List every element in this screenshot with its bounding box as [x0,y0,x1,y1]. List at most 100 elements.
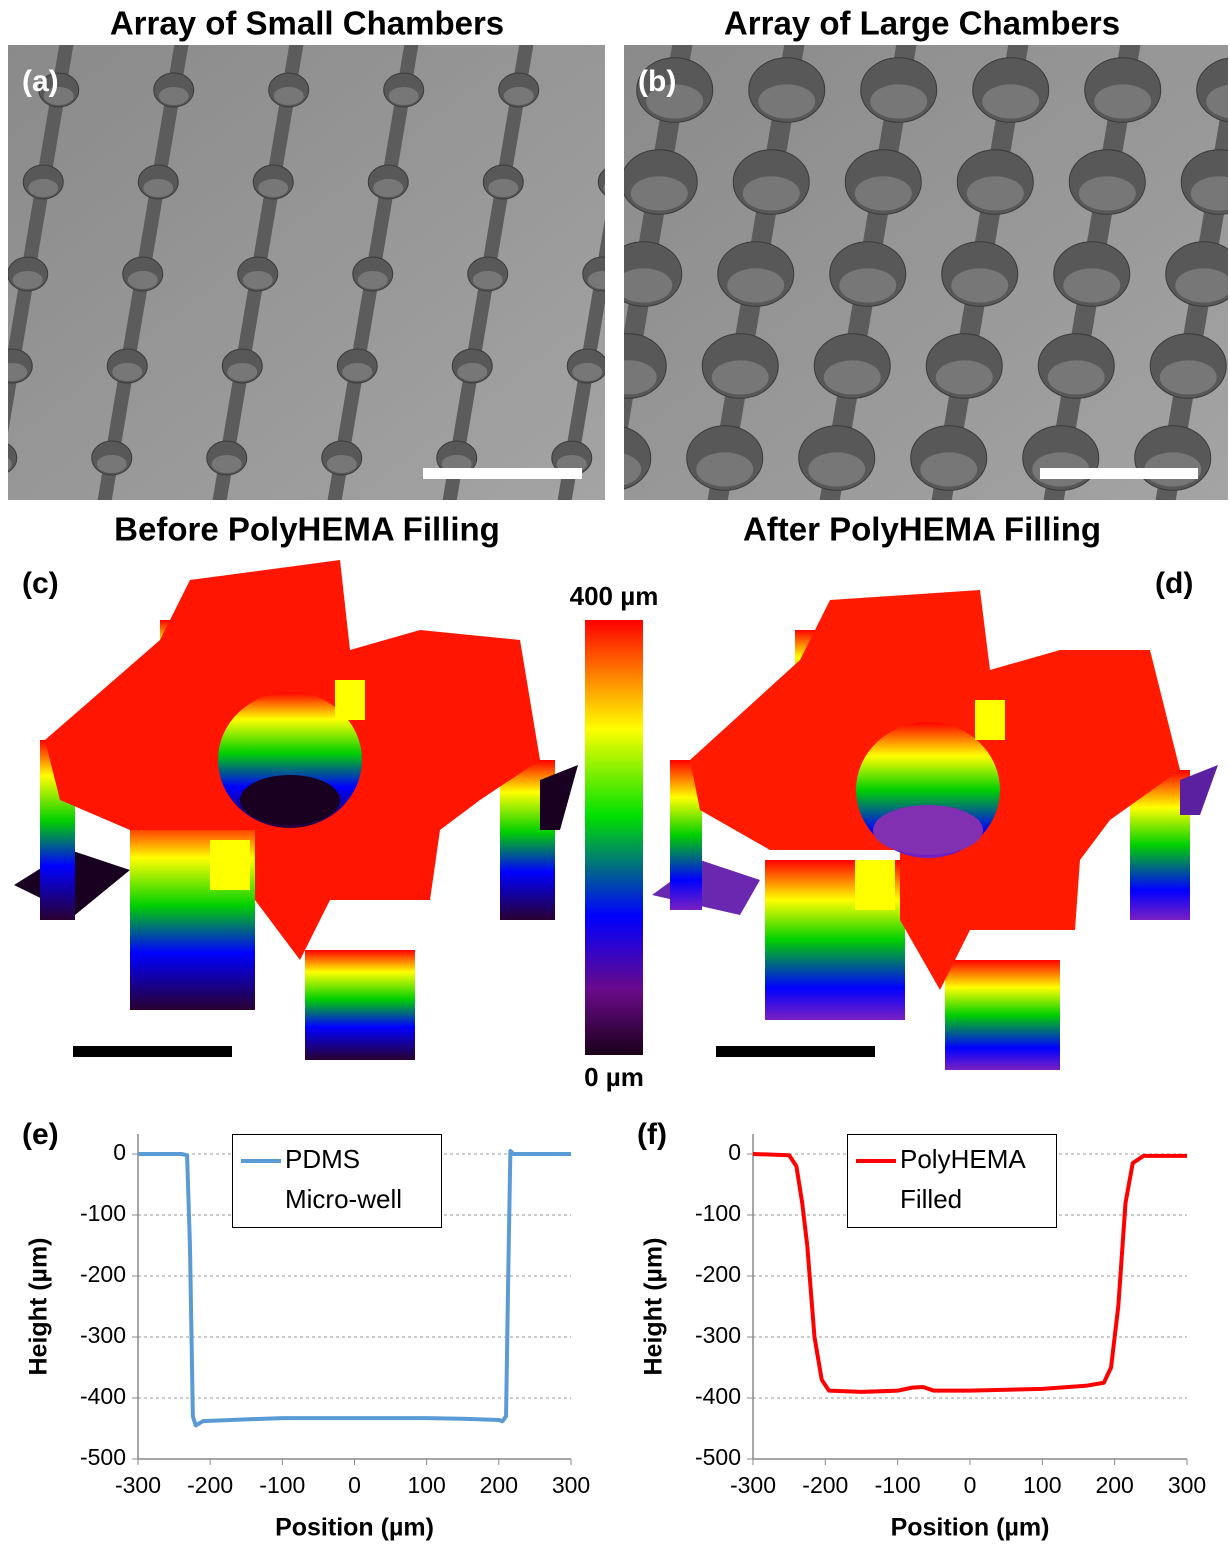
chamber-floor [743,176,800,210]
colorbar-label: 0 µm [584,1062,644,1092]
colorbar [585,620,643,1055]
panel-label: (f) [637,1118,667,1151]
chamber-floor [1063,268,1120,302]
chamber-floor [600,360,657,394]
y-tick-label: -500 [80,1444,126,1470]
chamber-floor [982,84,1039,118]
x-tick-label: -100 [875,1472,921,1498]
chamber-floor [1160,360,1217,394]
scale-bar [716,1046,875,1057]
chamber-floor [327,455,357,473]
chamber-floor [159,87,189,105]
chamber-floor [1175,268,1230,302]
chamber-floor [870,84,927,118]
figure: Array of Small Chambers Array of Large C… [0,0,1230,1547]
panel-title: Array of Large Chambers [724,5,1120,42]
x-tick-label: 200 [480,1472,518,1498]
legend: PDMS Micro-well [232,1134,442,1228]
chamber-floor [227,363,257,381]
panel-title: Array of Small Chambers [110,5,504,42]
chamber-floor [342,363,372,381]
chamber-floor [696,452,753,486]
chamber-floor [358,271,388,289]
legend-swatch [856,1159,896,1163]
x-tick-label: -300 [115,1472,161,1498]
chamber-floor [572,363,602,381]
y-tick-label: -300 [80,1322,126,1348]
chamber-floor [504,87,534,105]
y-tick-label: -200 [80,1261,126,1287]
chamber-floor [920,452,977,486]
x-tick-label: -300 [730,1472,776,1498]
panel-title: Before PolyHEMA Filling [114,511,500,548]
y-axis-title: Height (µm) [640,1237,668,1375]
chamber-floor [212,455,242,473]
y-tick-label: -500 [695,1444,741,1470]
legend-swatch [241,1159,281,1163]
x-tick-label: 100 [1023,1472,1061,1498]
x-tick-label: -200 [187,1472,233,1498]
legend-label: PDMS Micro-well [285,1144,402,1214]
chamber-floor [488,179,518,197]
chamber-floor [28,179,58,197]
chamber-floor [457,363,487,381]
chamber-floor [808,452,865,486]
y-tick-label: -100 [695,1200,741,1226]
chamber-floor [951,268,1008,302]
chamber-floor [97,455,127,473]
y-tick-label: -400 [695,1383,741,1409]
legend-label: PolyHEMA Filled [900,1144,1024,1214]
chamber-floor [1048,360,1105,394]
chamber-floor [615,268,672,302]
chamber-floor [588,271,618,289]
panel-label: (c) [22,567,59,600]
chamber-floor [824,360,881,394]
chamber-floor [143,179,173,197]
figure-canvas: Array of Small Chambers Array of Large C… [0,0,1230,1547]
panel-label: (e) [22,1118,59,1151]
y-axis-title: Height (µm) [25,1237,53,1375]
chamber-floor [1094,84,1151,118]
y-tick-label: -200 [695,1261,741,1287]
chamber-floor [243,271,273,289]
chamber-floor [936,360,993,394]
y-tick-label: 0 [728,1139,741,1165]
legend: PolyHEMA Filled [847,1134,1057,1228]
chamber-floor [258,179,288,197]
chamber-floor [473,271,503,289]
chamber-floor [727,268,784,302]
y-tick-label: -100 [80,1200,126,1226]
x-tick-label: 200 [1095,1472,1133,1498]
chamber-floor [758,84,815,118]
chamber-floor [13,271,43,289]
scale-bar [73,1046,232,1057]
chamber-floor [712,360,769,394]
chamber-floor [112,363,142,381]
colorbar-label: 400 µm [570,581,659,611]
chamber-floor [631,176,688,210]
y-tick-label: -400 [80,1383,126,1409]
chamber-floor [839,268,896,302]
chamber-floor [967,176,1024,210]
chamber-floor [389,87,419,105]
x-tick-label: 300 [552,1472,590,1498]
panel-label: (a) [22,65,59,98]
surface-render [652,590,1218,1070]
x-axis-title: Position (µm) [275,1514,434,1542]
x-axis-title: Position (µm) [891,1514,1050,1542]
x-tick-label: 100 [407,1472,445,1498]
x-tick-label: 300 [1168,1472,1206,1498]
x-tick-label: -200 [802,1472,848,1498]
chamber-floor [274,87,304,105]
x-tick-label: 0 [964,1472,977,1498]
scale-bar [1040,468,1198,479]
chamber-floor [855,176,912,210]
x-tick-label: -100 [259,1472,305,1498]
chamber-floor [128,271,158,289]
scale-bar [423,468,582,479]
panel-title: After PolyHEMA Filling [743,511,1101,548]
panel-label: (b) [638,65,676,98]
panel-label: (d) [1155,567,1193,600]
y-tick-label: 0 [113,1139,126,1165]
y-tick-label: -300 [695,1322,741,1348]
